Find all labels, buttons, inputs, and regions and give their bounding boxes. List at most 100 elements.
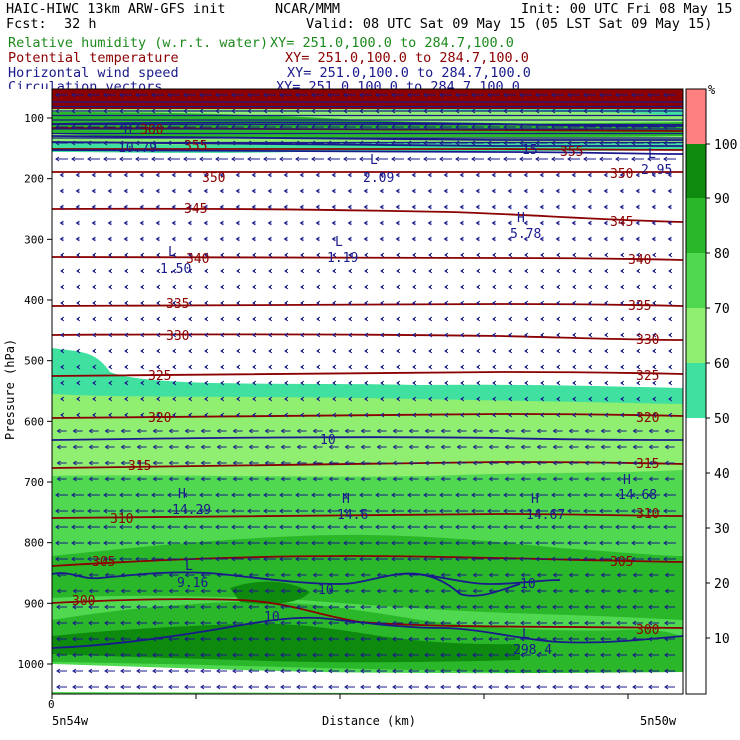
- circulation-vector: [76, 380, 81, 386]
- circulation-vector: [92, 412, 97, 418]
- circulation-vector: [104, 684, 115, 690]
- circulation-vector: [203, 236, 208, 242]
- circulation-vector: [616, 652, 627, 658]
- circulation-vector: [615, 156, 628, 162]
- circulation-vector: [327, 492, 340, 498]
- circulation-vector: [455, 92, 468, 98]
- circulation-vector: [652, 364, 657, 370]
- circulation-vector: [87, 492, 100, 498]
- circulation-vector: [439, 492, 452, 498]
- circulation-vector: [503, 124, 516, 130]
- circulation-vector: [631, 140, 644, 146]
- circulation-vector: [411, 220, 416, 226]
- circulation-vector: [427, 188, 432, 194]
- circulation-vector: [331, 236, 336, 242]
- circulation-vector: [200, 652, 211, 658]
- circulation-vector: [535, 540, 548, 546]
- circulation-vector: [236, 252, 241, 258]
- circulation-vector: [312, 572, 323, 578]
- circulation-vector: [567, 124, 580, 130]
- circulation-vector: [535, 92, 548, 98]
- circulation-vector: [200, 684, 211, 690]
- circulation-vector: [620, 300, 625, 306]
- circulation-vector: [552, 668, 563, 674]
- circulation-vector: [184, 636, 195, 642]
- circulation-vector: [520, 668, 531, 674]
- circulation-vector: [216, 460, 227, 466]
- circulation-vector: [636, 332, 641, 338]
- circulation-vector: [492, 396, 497, 402]
- circulation-vector: [523, 172, 528, 178]
- circulation-vector: [263, 492, 276, 498]
- circulation-vector: [247, 156, 260, 162]
- circulation-vector: [232, 444, 243, 450]
- circulation-vector: [472, 460, 483, 466]
- circulation-vector: [428, 268, 433, 274]
- circulation-vector: [279, 540, 292, 546]
- circulation-vector: [140, 396, 145, 402]
- circulation-vector: [168, 588, 179, 594]
- circulation-vector: [123, 204, 128, 210]
- circulation-vector: [667, 220, 672, 226]
- circulation-vector: [444, 284, 449, 290]
- circulation-vector: [124, 332, 129, 338]
- circulation-vector: [347, 204, 352, 210]
- wind-speed-contour-upper: [52, 137, 683, 139]
- circulation-vector: [140, 348, 145, 354]
- circulation-vector: [616, 588, 627, 594]
- circulation-vector: [188, 380, 193, 386]
- circulation-vector: [156, 348, 161, 354]
- circulation-vector: [455, 108, 468, 114]
- circulation-vector: [184, 588, 195, 594]
- circulation-vector: [439, 508, 452, 514]
- circulation-vector: [220, 364, 225, 370]
- circulation-vector: [471, 508, 484, 514]
- circulation-vector: [504, 588, 515, 594]
- circulation-vector: [552, 652, 563, 658]
- circulation-vector: [652, 252, 657, 258]
- circulation-vector: [604, 364, 609, 370]
- circulation-vector: [472, 572, 483, 578]
- circulation-vector: [568, 444, 579, 450]
- circulation-vector: [199, 540, 212, 546]
- circulation-vector: [615, 108, 628, 114]
- circulation-vector: [391, 156, 404, 162]
- circulation-vector: [360, 636, 371, 642]
- circulation-vector: [663, 540, 676, 546]
- circulation-vector: [540, 364, 545, 370]
- circulation-vector: [604, 396, 609, 402]
- circulation-vector: [392, 684, 403, 690]
- circulation-vector: [503, 556, 516, 562]
- circulation-vector: [379, 172, 384, 178]
- circulation-vector: [108, 268, 113, 274]
- circulation-vector: [248, 476, 259, 482]
- circulation-vector: [119, 492, 132, 498]
- circulation-vector: [396, 252, 401, 258]
- circulation-vector: [268, 268, 273, 274]
- theta-label-left: 345: [184, 202, 207, 217]
- circulation-vector: [428, 252, 433, 258]
- circulation-vector: [172, 252, 177, 258]
- circulation-vector: [519, 140, 532, 146]
- field-theta-xy: XY= 251.0,100.0 to 284.7,100.0: [285, 50, 529, 66]
- circulation-vector: [296, 636, 307, 642]
- circulation-vector: [252, 348, 257, 354]
- circulation-vector: [284, 316, 289, 322]
- theta-contour-335: [52, 303, 683, 307]
- circulation-vector: [139, 220, 144, 226]
- circulation-vector: [215, 140, 228, 146]
- circulation-vector: [491, 188, 496, 194]
- circulation-vector: [280, 460, 291, 466]
- circulation-vector: [204, 380, 209, 386]
- x-axis-label: Distance (km): [322, 714, 416, 728]
- circulation-vector: [472, 428, 483, 434]
- circulation-vector: [56, 572, 67, 578]
- extremum-marker: L: [522, 627, 530, 642]
- circulation-vector: [492, 412, 497, 418]
- circulation-vector: [295, 540, 308, 546]
- circulation-vector: [267, 172, 272, 178]
- circulation-vector: [407, 140, 420, 146]
- circulation-vector: [519, 92, 532, 98]
- circulation-vector: [168, 476, 179, 482]
- circulation-vector: [248, 668, 259, 674]
